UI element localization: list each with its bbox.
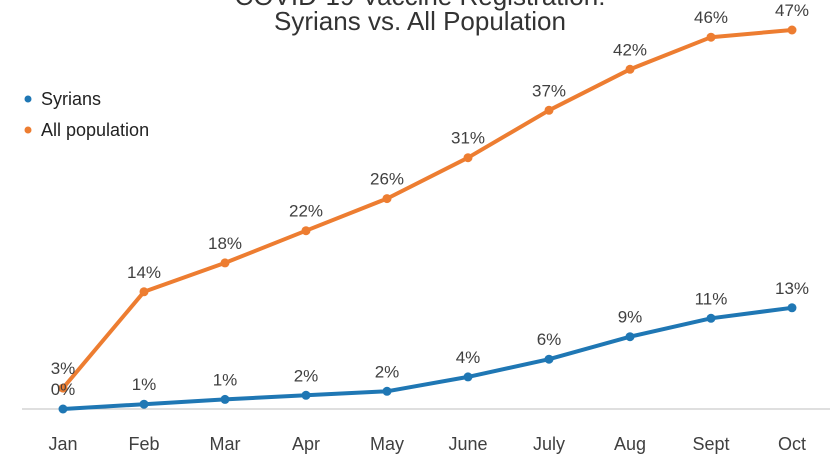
data-label: 1% [213, 370, 238, 389]
data-point [463, 153, 473, 163]
x-tick-label: June [448, 434, 487, 454]
chart-title-line: Syrians vs. All Population [274, 6, 566, 36]
data-label: 14% [127, 263, 161, 282]
data-label: 22% [289, 202, 323, 221]
data-point [220, 258, 230, 268]
data-label: 6% [537, 330, 562, 349]
data-label: 26% [370, 170, 404, 189]
data-point [625, 64, 635, 74]
legend-marker [24, 95, 32, 103]
data-point [382, 194, 392, 204]
data-label: 4% [456, 348, 481, 367]
series-line [61, 305, 794, 411]
data-label: 2% [375, 362, 400, 381]
data-point [787, 303, 797, 313]
data-point [139, 287, 149, 297]
data-point [463, 372, 473, 382]
legend-label: Syrians [41, 89, 101, 109]
data-label: 46% [694, 8, 728, 27]
x-tick-label: Oct [778, 434, 806, 454]
data-point [706, 32, 716, 42]
legend-label: All population [41, 120, 149, 140]
data-point [301, 390, 311, 400]
data-point [544, 354, 554, 364]
data-point [706, 313, 716, 323]
x-axis: Jan Feb Mar Apr May June July Aug Sept Oct [22, 408, 830, 454]
data-label: 3% [51, 359, 76, 378]
data-label: 18% [208, 234, 242, 253]
data-label: 47% [775, 1, 809, 20]
chart-title-line: COVID-19 Vaccine Registration: [235, 0, 606, 11]
data-point [301, 226, 311, 236]
data-label: 42% [613, 40, 647, 59]
data-point [382, 386, 392, 396]
data-point [58, 383, 68, 393]
data-label: 1% [132, 375, 157, 394]
x-tick-label: Sept [692, 434, 729, 454]
legend: Syrians All population [24, 89, 149, 140]
data-point [787, 25, 797, 35]
data-label: 37% [532, 81, 566, 100]
data-point [58, 404, 68, 414]
data-point [544, 105, 554, 115]
data-label: 13% [775, 279, 809, 298]
legend-marker [24, 126, 32, 134]
series-points [58, 25, 797, 414]
data-point [220, 394, 230, 404]
x-tick-label: Jan [48, 434, 77, 454]
x-tick-label: Mar [210, 434, 241, 454]
data-label: 0% [51, 380, 76, 399]
series-line [61, 28, 794, 391]
data-label: 11% [695, 289, 728, 308]
data-point [139, 399, 149, 409]
chart-title-group: COVID-19 Vaccine Registration:Syrians vs… [235, 0, 606, 36]
x-tick-label: May [370, 434, 404, 454]
x-tick-label: Apr [292, 434, 320, 454]
data-label: 2% [294, 366, 319, 385]
data-label: 9% [618, 308, 643, 327]
x-tick-label: Feb [128, 434, 159, 454]
data-point [625, 332, 635, 342]
data-labels: 0% 1% 1% 2% 2% 4% 6% 9% 11% 13% 3% 14% 18% 22% 26% 31% 3… [51, 1, 809, 399]
data-label: 31% [451, 129, 485, 148]
x-tick-label: July [533, 434, 565, 454]
x-tick-label: Aug [614, 434, 646, 454]
series-lines [61, 28, 794, 411]
